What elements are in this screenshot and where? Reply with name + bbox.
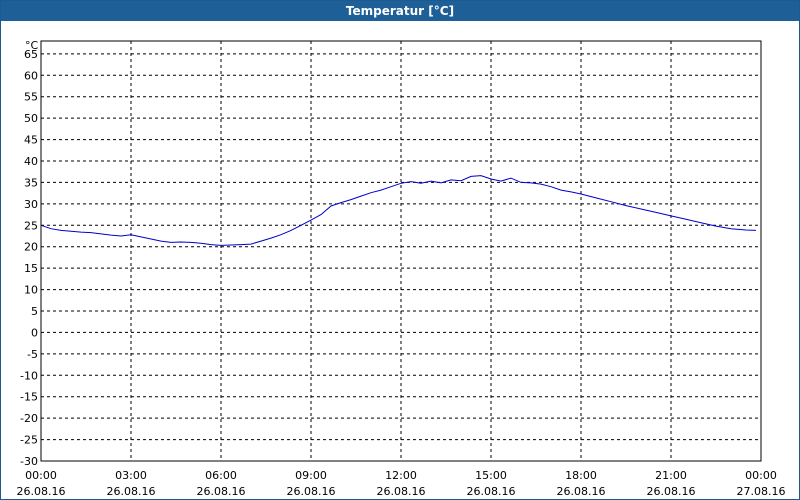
- x-tick-date: 26.08.16: [107, 485, 156, 498]
- x-tick-time: 03:00: [115, 469, 147, 482]
- series-layer: [40, 175, 757, 246]
- window-title: Temperatur [°C]: [1, 1, 799, 21]
- y-tick-label: 65: [24, 48, 38, 61]
- x-tick-time: 21:00: [655, 469, 687, 482]
- y-tick-label: -15: [20, 391, 38, 404]
- grid: [41, 41, 761, 461]
- x-tick-date: 26.08.16: [17, 485, 66, 498]
- x-tick-time: 18:00: [565, 469, 597, 482]
- y-tick-label: 10: [24, 284, 38, 297]
- y-tick-label: -25: [20, 434, 38, 447]
- y-axis-unit: °C: [25, 39, 39, 52]
- y-tick-label: -20: [20, 412, 38, 425]
- x-tick-time: 09:00: [295, 469, 327, 482]
- y-tick-label: 35: [24, 176, 38, 189]
- plot-frame: [40, 40, 762, 462]
- x-tick-date: 27.08.16: [737, 485, 786, 498]
- x-tick-time: 12:00: [385, 469, 417, 482]
- x-tick-time: 00:00: [745, 469, 777, 482]
- y-tick-label: 5: [31, 305, 38, 318]
- x-tick-date: 26.08.16: [467, 485, 516, 498]
- x-tick-date: 26.08.16: [287, 485, 336, 498]
- y-tick-label: 25: [24, 219, 38, 232]
- y-tick-label: 50: [24, 112, 38, 125]
- y-tick-label: -10: [20, 369, 38, 382]
- y-tick-label: -5: [27, 348, 38, 361]
- temperature-chart: 65605550454035302520151050-5-10-15-20-25…: [17, 39, 786, 498]
- y-tick-label: -30: [20, 455, 38, 468]
- x-axis-labels: 00:00 26.08.16 03:00 26.08.16 06:00 26.08.16 0…: [17, 469, 786, 498]
- x-tick-date: 26.08.16: [377, 485, 426, 498]
- x-tick-date: 26.08.16: [197, 485, 246, 498]
- y-tick-label: 40: [24, 155, 38, 168]
- y-tick-label: 45: [24, 134, 38, 147]
- y-tick-label: 55: [24, 91, 38, 104]
- x-tick-time: 15:00: [475, 469, 507, 482]
- y-axis-labels: 65605550454035302520151050-5-10-15-20-25…: [20, 48, 38, 468]
- x-tick-date: 26.08.16: [647, 485, 696, 498]
- temperature-series-line: [40, 175, 757, 246]
- x-tick-time: 06:00: [205, 469, 237, 482]
- y-tick-label: 20: [24, 241, 38, 254]
- x-tick-time: 00:00: [25, 469, 57, 482]
- y-tick-label: 60: [24, 69, 38, 82]
- y-tick-label: 0: [31, 326, 38, 339]
- x-tick-date: 26.08.16: [557, 485, 606, 498]
- y-tick-label: 30: [24, 198, 38, 211]
- y-tick-label: 15: [24, 262, 38, 275]
